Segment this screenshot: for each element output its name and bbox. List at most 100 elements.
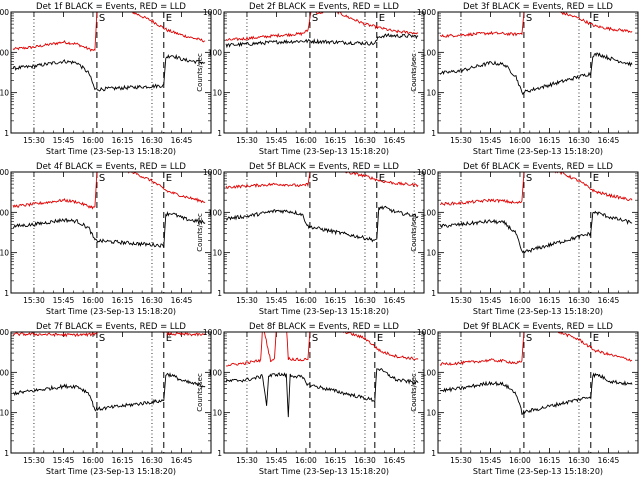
panel-title: Det 5f BLACK = Events, RED = LLD bbox=[249, 162, 399, 172]
y-tick-label: 1000 bbox=[0, 328, 9, 337]
panel-title: Det 9f BLACK = Events, RED = LLD bbox=[463, 322, 613, 332]
plot-frame bbox=[223, 171, 425, 294]
x-tick-label: 16:00 bbox=[82, 136, 104, 145]
y-tick-label: 100 bbox=[0, 368, 9, 377]
x-tick-label: 16:30 bbox=[568, 136, 590, 145]
panel-2: Det 2f BLACK = Events, RED = LLD Counts/s… bbox=[196, 2, 425, 156]
y-tick-label: 1000 bbox=[417, 328, 436, 337]
y-tick-label: 1 bbox=[217, 129, 222, 138]
marker-label: S bbox=[312, 13, 318, 24]
y-axis-label: Counts/sec bbox=[410, 213, 418, 252]
x-tick-label: 15:45 bbox=[480, 456, 502, 465]
y-tick-label: 1 bbox=[4, 129, 9, 138]
x-tick-label: 16:00 bbox=[82, 456, 104, 465]
y-tick-label: 100 bbox=[422, 48, 437, 57]
marker-label: S bbox=[312, 333, 318, 344]
x-tick-label: 16:45 bbox=[598, 136, 620, 145]
plot-frame bbox=[10, 11, 212, 134]
lld-series-line bbox=[439, 172, 633, 206]
x-tick-label: 16:15 bbox=[112, 456, 134, 465]
events-series-line bbox=[225, 368, 419, 418]
x-axis-label: Start Time (23-Sep-13 15:18:20) bbox=[46, 467, 176, 476]
x-tick-label: 16:00 bbox=[295, 456, 317, 465]
x-tick-label: 16:30 bbox=[354, 456, 376, 465]
x-tick-label: 16:15 bbox=[539, 136, 561, 145]
marker-label: S bbox=[99, 173, 105, 184]
x-tick-label: 15:45 bbox=[266, 296, 288, 305]
events-series-line bbox=[439, 372, 633, 415]
marker-label: S bbox=[312, 173, 318, 184]
y-tick-label: 1 bbox=[4, 289, 9, 298]
x-tick-label: 15:30 bbox=[236, 136, 258, 145]
y-tick-label: 10 bbox=[212, 89, 222, 98]
x-tick-label: 15:30 bbox=[450, 296, 472, 305]
x-axis-label: Start Time (23-Sep-13 15:18:20) bbox=[473, 307, 603, 316]
marker-label: E bbox=[377, 333, 383, 344]
x-axis-label: Start Time (23-Sep-13 15:18:20) bbox=[46, 147, 176, 156]
events-series-line bbox=[225, 205, 419, 243]
panel-4: Det 4f BLACK = Events, RED = LLD Counts/s… bbox=[0, 162, 212, 316]
y-tick-label: 100 bbox=[208, 48, 223, 57]
x-tick-label: 15:30 bbox=[450, 136, 472, 145]
x-tick-label: 16:00 bbox=[509, 296, 531, 305]
y-tick-label: 1 bbox=[4, 449, 9, 458]
lld-series-line bbox=[439, 12, 633, 38]
plot-frame bbox=[437, 171, 639, 294]
y-tick-label: 10 bbox=[0, 89, 9, 98]
x-axis-label: Start Time (23-Sep-13 15:18:20) bbox=[259, 467, 389, 476]
x-tick-label: 16:45 bbox=[384, 456, 406, 465]
marker-label: S bbox=[526, 173, 532, 184]
x-tick-label: 16:30 bbox=[141, 456, 163, 465]
y-tick-label: 100 bbox=[0, 208, 9, 217]
marker-label: E bbox=[166, 13, 172, 24]
x-tick-label: 16:30 bbox=[354, 296, 376, 305]
y-tick-label: 100 bbox=[422, 208, 437, 217]
x-tick-label: 16:30 bbox=[141, 136, 163, 145]
x-tick-label: 16:30 bbox=[354, 136, 376, 145]
y-axis-label: Counts/sec bbox=[410, 373, 418, 412]
y-tick-label: 10 bbox=[426, 249, 436, 258]
y-tick-label: 1000 bbox=[203, 168, 222, 177]
y-tick-label: 1 bbox=[217, 289, 222, 298]
x-tick-label: 16:15 bbox=[112, 136, 134, 145]
x-tick-label: 16:15 bbox=[539, 296, 561, 305]
x-tick-label: 16:45 bbox=[598, 296, 620, 305]
x-tick-label: 15:45 bbox=[480, 296, 502, 305]
x-tick-label: 16:30 bbox=[568, 456, 590, 465]
y-tick-label: 1000 bbox=[0, 8, 9, 17]
x-tick-label: 16:45 bbox=[384, 296, 406, 305]
plot-frame bbox=[223, 331, 425, 454]
x-tick-label: 15:30 bbox=[23, 296, 45, 305]
x-tick-label: 15:45 bbox=[53, 296, 75, 305]
y-tick-label: 1000 bbox=[203, 8, 222, 17]
events-series-line bbox=[12, 53, 206, 92]
y-tick-label: 1 bbox=[431, 449, 436, 458]
y-tick-label: 10 bbox=[212, 249, 222, 258]
lld-series-line bbox=[12, 332, 206, 338]
plot-frame bbox=[223, 11, 425, 134]
panel-1: Det 1f BLACK = Events, RED = LLD Counts/s… bbox=[0, 2, 212, 156]
lld-series-line bbox=[225, 332, 419, 367]
panel-7: Det 7f BLACK = Events, RED = LLD Counts/s… bbox=[0, 322, 212, 476]
x-tick-label: 15:30 bbox=[236, 456, 258, 465]
plot-frame bbox=[10, 331, 212, 454]
y-axis-label: Counts/sec bbox=[196, 373, 204, 412]
y-tick-label: 100 bbox=[0, 48, 9, 57]
marker-label: S bbox=[526, 333, 532, 344]
y-tick-label: 10 bbox=[0, 249, 9, 258]
marker-label: S bbox=[99, 333, 105, 344]
y-axis-label: Counts/sec bbox=[196, 213, 204, 252]
x-axis-label: Start Time (23-Sep-13 15:18:20) bbox=[259, 307, 389, 316]
events-series-line bbox=[439, 210, 633, 254]
y-tick-label: 10 bbox=[212, 409, 222, 418]
x-tick-label: 15:30 bbox=[23, 136, 45, 145]
x-tick-label: 16:00 bbox=[295, 136, 317, 145]
marker-label: E bbox=[593, 333, 599, 344]
lld-series-line bbox=[12, 172, 206, 210]
plot-frame bbox=[10, 171, 212, 294]
marker-label: S bbox=[526, 13, 532, 24]
y-tick-label: 100 bbox=[208, 208, 223, 217]
panel-title: Det 8f BLACK = Events, RED = LLD bbox=[249, 322, 399, 332]
panel-3: Det 3f BLACK = Events, RED = LLD Counts/s… bbox=[410, 2, 639, 156]
